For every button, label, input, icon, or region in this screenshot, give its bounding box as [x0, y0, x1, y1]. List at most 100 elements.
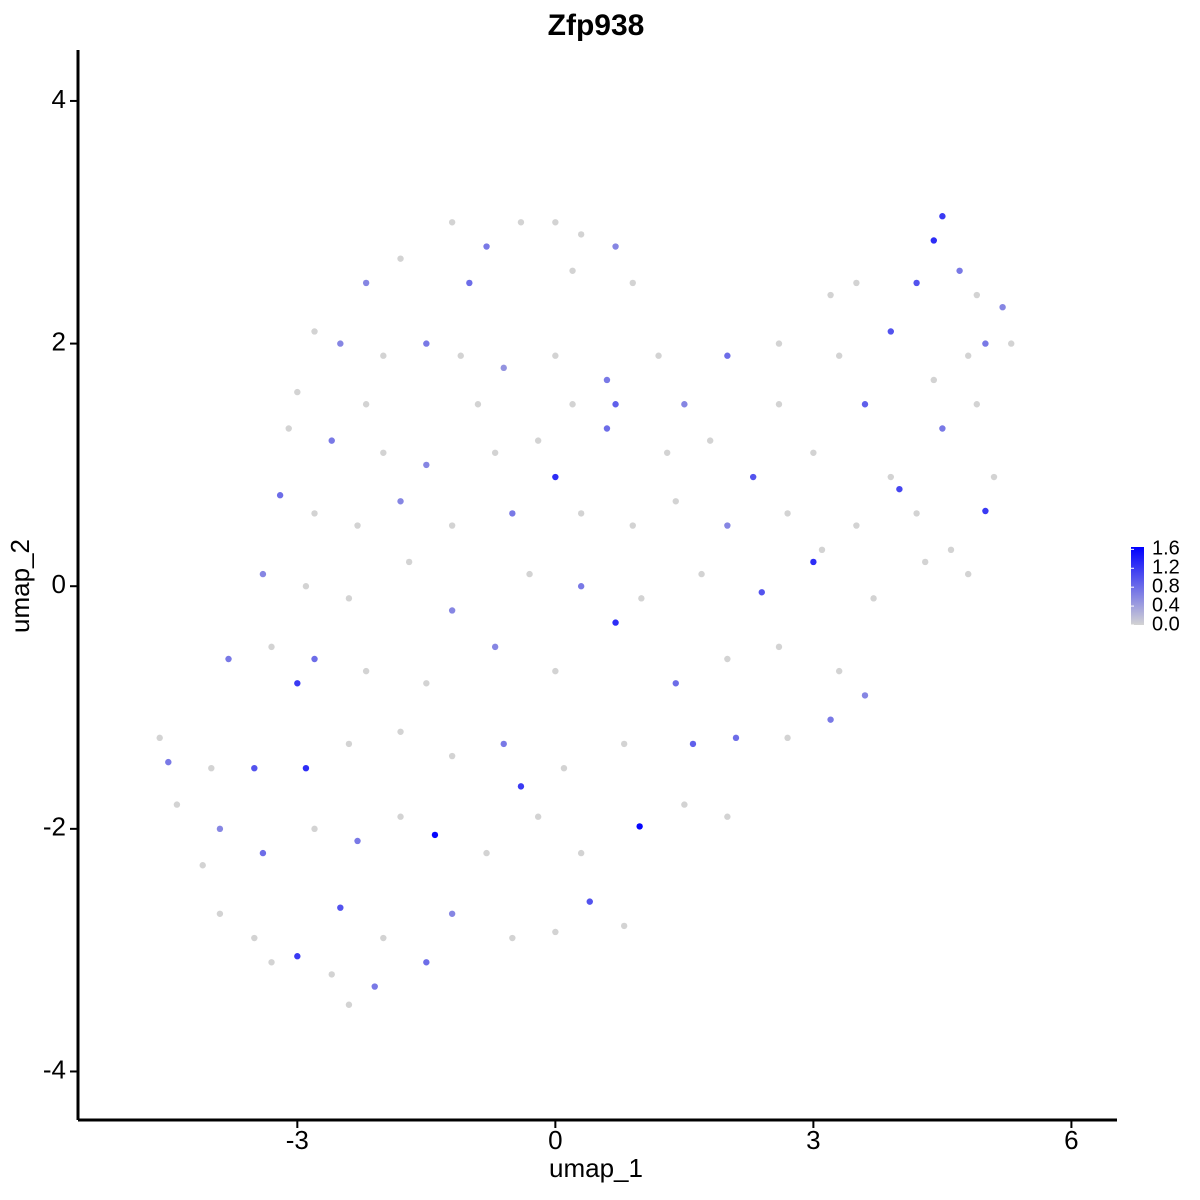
point: [517, 783, 525, 790]
colorbar-label: 0.4: [1152, 594, 1180, 616]
point: [552, 219, 559, 226]
point: [337, 904, 344, 911]
point: [818, 546, 826, 554]
point: [259, 570, 267, 578]
point: [681, 801, 688, 808]
point: [397, 255, 404, 262]
point: [457, 352, 464, 359]
point: [629, 279, 636, 287]
point: [706, 437, 714, 444]
point: [474, 401, 482, 408]
point: [311, 655, 318, 663]
point: [225, 655, 232, 663]
x-axis-title: umap_1: [549, 1153, 643, 1183]
point: [896, 485, 903, 493]
point: [491, 643, 499, 651]
point: [672, 498, 679, 505]
point: [208, 764, 215, 772]
point: [337, 340, 344, 347]
point: [775, 340, 783, 347]
point: [887, 328, 894, 335]
point: [362, 667, 370, 675]
colorbar: [1131, 547, 1144, 625]
point: [552, 473, 559, 481]
point: [921, 558, 929, 566]
point: [810, 558, 817, 566]
point: [560, 764, 568, 772]
point: [156, 734, 163, 742]
colorbar-label: 0.8: [1152, 575, 1180, 597]
point: [268, 959, 275, 966]
point: [552, 667, 559, 675]
point: [500, 740, 507, 748]
point: [758, 589, 765, 596]
point: [534, 813, 542, 820]
point: [345, 1001, 353, 1008]
colorbar-label: 1.6: [1152, 538, 1180, 560]
point: [380, 934, 387, 942]
point: [423, 959, 430, 966]
point: [620, 740, 628, 748]
point: [380, 352, 387, 359]
point: [311, 510, 318, 517]
point: [302, 764, 310, 772]
point: [345, 595, 353, 602]
point: [423, 461, 430, 469]
point: [552, 352, 559, 359]
point: [423, 340, 430, 347]
point: [354, 837, 361, 845]
point: [603, 376, 611, 384]
point: [216, 825, 224, 833]
point: [947, 546, 955, 554]
point: [827, 716, 834, 723]
point: [698, 570, 705, 578]
point: [724, 352, 731, 359]
point: [689, 740, 697, 748]
point: [1008, 340, 1015, 347]
point: [259, 849, 267, 857]
point: [835, 667, 843, 675]
point: [423, 680, 430, 687]
point: [612, 401, 619, 408]
point: [362, 401, 370, 408]
point: [982, 340, 989, 347]
point: [577, 583, 585, 590]
point: [973, 401, 981, 408]
point: [672, 680, 679, 687]
x-tick-label: -3: [286, 1125, 309, 1155]
point: [939, 425, 946, 432]
point: [887, 473, 894, 481]
colorbar-label: 0.0: [1152, 613, 1180, 635]
point: [620, 922, 628, 930]
point: [586, 898, 593, 905]
point: [328, 971, 335, 978]
point: [362, 279, 370, 287]
point: [784, 734, 791, 742]
point: [517, 219, 525, 226]
colorbar-label: 1.2: [1152, 557, 1180, 579]
point: [939, 213, 946, 220]
point: [724, 655, 731, 663]
point: [982, 507, 989, 515]
point: [199, 862, 206, 869]
point: [663, 449, 671, 456]
point: [397, 813, 404, 820]
point: [448, 752, 456, 760]
x-tick-label: 6: [1064, 1125, 1078, 1155]
point: [930, 237, 937, 244]
point: [629, 522, 636, 529]
point: [577, 849, 585, 857]
point: [775, 643, 783, 651]
x-tick-label: 0: [548, 1125, 562, 1155]
point: [173, 801, 181, 808]
point: [784, 510, 791, 517]
y-tick-label: 4: [52, 84, 66, 114]
point: [483, 849, 490, 857]
point: [681, 401, 688, 408]
point: [853, 522, 860, 529]
point: [380, 449, 387, 456]
point: [285, 425, 292, 432]
point: [216, 910, 224, 917]
point: [612, 619, 619, 626]
point: [466, 279, 473, 287]
